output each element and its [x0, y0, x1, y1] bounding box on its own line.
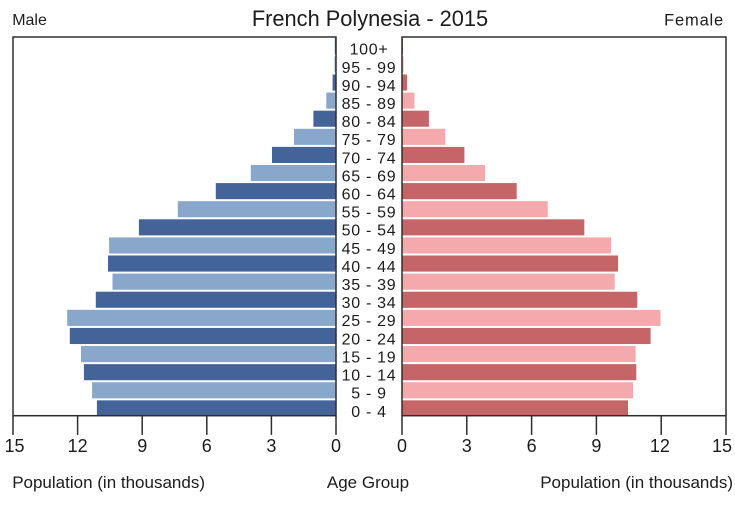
svg-text:6: 6	[202, 436, 212, 456]
svg-text:75 - 79: 75 - 79	[342, 132, 397, 149]
svg-text:15: 15	[712, 436, 732, 456]
svg-text:55 - 59: 55 - 59	[342, 205, 397, 222]
svg-text:35 - 39: 35 - 39	[342, 277, 397, 294]
svg-text:30 - 34: 30 - 34	[342, 295, 397, 312]
svg-text:0: 0	[331, 436, 341, 456]
svg-text:Age Group: Age Group	[327, 473, 409, 492]
svg-text:65 - 69: 65 - 69	[342, 168, 397, 185]
svg-text:5 - 9: 5 - 9	[351, 386, 387, 403]
svg-text:Population (in thousands): Population (in thousands)	[540, 473, 733, 492]
svg-text:12: 12	[650, 436, 670, 456]
svg-text:0 - 4: 0 - 4	[351, 404, 387, 421]
svg-text:10 - 14: 10 - 14	[342, 368, 397, 385]
svg-text:80 - 84: 80 - 84	[342, 114, 397, 131]
svg-text:95 - 99: 95 - 99	[342, 60, 397, 77]
svg-text:French Polynesia - 2015: French Polynesia - 2015	[252, 6, 488, 31]
svg-text:3: 3	[266, 436, 276, 456]
svg-text:90 - 94: 90 - 94	[342, 78, 397, 95]
svg-text:Female: Female	[664, 11, 724, 29]
svg-text:3: 3	[462, 436, 472, 456]
svg-text:50 - 54: 50 - 54	[342, 223, 397, 240]
svg-text:9: 9	[591, 436, 601, 456]
svg-text:15: 15	[4, 436, 24, 456]
svg-text:Male: Male	[12, 12, 47, 29]
svg-text:15 - 19: 15 - 19	[342, 349, 397, 366]
svg-text:100+: 100+	[350, 42, 389, 59]
svg-text:6: 6	[527, 436, 537, 456]
svg-text:0: 0	[397, 436, 407, 456]
svg-text:25 - 29: 25 - 29	[342, 313, 397, 330]
svg-text:60 - 64: 60 - 64	[342, 186, 397, 203]
svg-text:Population (in thousands): Population (in thousands)	[12, 473, 205, 492]
svg-text:20 - 24: 20 - 24	[342, 331, 397, 348]
svg-text:40 - 44: 40 - 44	[342, 259, 397, 276]
svg-text:12: 12	[68, 436, 88, 456]
svg-text:45 - 49: 45 - 49	[342, 241, 397, 258]
svg-text:9: 9	[137, 436, 147, 456]
svg-text:70 - 74: 70 - 74	[342, 150, 397, 167]
svg-text:85 - 89: 85 - 89	[342, 96, 397, 113]
